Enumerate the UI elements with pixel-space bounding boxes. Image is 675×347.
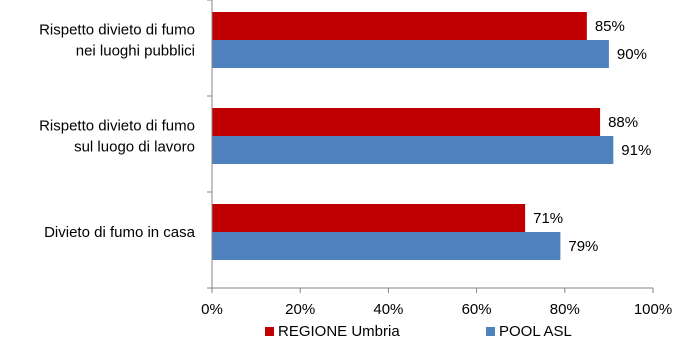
legend: REGIONE Umbria POOL ASL [265, 323, 572, 340]
bar [212, 40, 609, 68]
value-tick-label: 20% [285, 301, 315, 318]
value-tick-label: 60% [462, 301, 492, 318]
bar [212, 12, 587, 40]
data-label: 85% [595, 18, 625, 35]
data-label: 71% [533, 210, 563, 227]
bar [212, 204, 526, 232]
category-axis: Rispetto divieto di fumo nei luoghi pubbl… [39, 22, 196, 242]
data-label: 79% [568, 238, 598, 255]
category-label: Rispetto divieto di fumo [39, 22, 195, 39]
legend-swatch [486, 327, 495, 336]
data-label: 88% [608, 114, 638, 131]
value-tick-label: 40% [373, 301, 403, 318]
data-label: 91% [621, 142, 651, 159]
category-label: nei luoghi pubblici [76, 43, 195, 60]
bar [212, 136, 614, 164]
bar [212, 108, 601, 136]
value-tick-label: 100% [634, 301, 672, 318]
bar [212, 232, 561, 260]
legend-label: REGIONE Umbria [278, 323, 400, 340]
value-tick-label: 80% [550, 301, 580, 318]
value-axis: 0% 20% 40% 60% 80% 100% [201, 0, 672, 318]
bars: 85% 90% 88% 91% 71% 79% [212, 12, 651, 260]
category-label: Divieto di fumo in casa [44, 224, 196, 241]
category-label: Rispetto divieto di fumo [39, 118, 195, 135]
legend-label: POOL ASL [499, 323, 572, 340]
category-label: sul luogo di lavoro [74, 139, 195, 156]
legend-swatch [265, 327, 274, 336]
value-tick-label: 0% [201, 301, 223, 318]
data-label: 90% [617, 46, 647, 63]
